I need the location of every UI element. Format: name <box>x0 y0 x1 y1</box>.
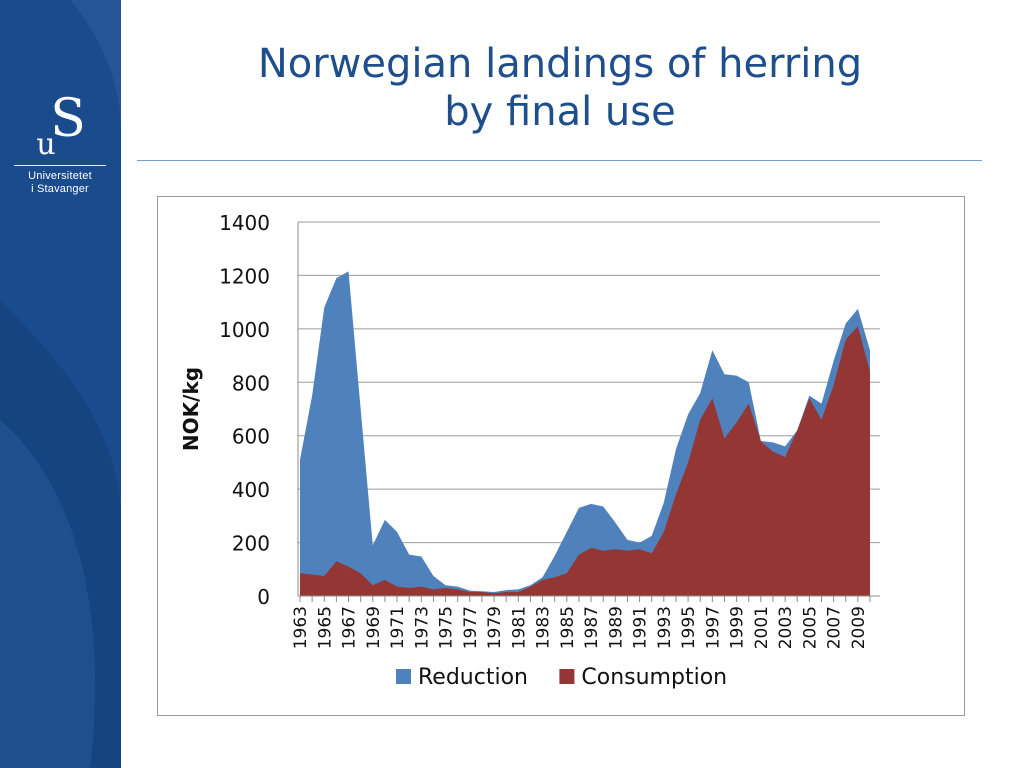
slide-title: Norwegian landings of herring by final u… <box>140 40 980 136</box>
x-tick-label: 1967 <box>340 606 360 649</box>
y-tick-label: 0 <box>257 585 270 609</box>
x-tick-label: 1997 <box>703 606 723 649</box>
x-tick-label: 1977 <box>461 606 481 649</box>
x-tick-label: 1971 <box>388 606 408 649</box>
legend-label: Reduction <box>418 665 528 690</box>
y-tick-label: 1000 <box>219 318 270 342</box>
x-tick-label: 1995 <box>679 606 699 649</box>
x-tick-label: 2003 <box>776 606 796 649</box>
x-tick-label: 2005 <box>800 606 820 649</box>
y-tick-label: 1200 <box>219 264 270 288</box>
x-tick-label: 2009 <box>849 606 869 649</box>
x-tick-label: 1991 <box>631 606 651 649</box>
slide-title-line1: Norwegian landings of herring <box>257 41 863 87</box>
x-tick-label: 1981 <box>509 606 529 649</box>
y-tick-label: 400 <box>232 478 270 502</box>
sidebar-band: S u Universitetet i Stavanger <box>0 0 121 768</box>
x-tick-label: 1989 <box>606 606 626 649</box>
x-tick-label: 2007 <box>825 606 845 649</box>
x-tick-label: 1963 <box>291 606 311 649</box>
legend-swatch <box>396 669 411 684</box>
logo-name-line1: Universitetet <box>28 170 92 182</box>
x-tick-label: 2001 <box>752 606 772 649</box>
x-tick-label: 1999 <box>728 606 748 649</box>
area-chart: 0 200 400 600 800 1000 1200 1400 1963 1965 1967 196… <box>179 211 880 690</box>
x-tick-label: 1965 <box>315 606 335 649</box>
x-tick-label: 1975 <box>437 606 457 649</box>
svg-text:S: S <box>50 89 86 149</box>
university-logo: S u Universitetet i Stavanger <box>8 88 112 196</box>
x-tick-label: 1969 <box>364 606 384 649</box>
title-underline <box>137 160 982 161</box>
legend-swatch <box>559 669 575 684</box>
logo-name-line2: i Stavanger <box>31 183 89 195</box>
svg-text:u: u <box>36 127 55 158</box>
x-tick-label: 1993 <box>655 606 675 649</box>
chart-frame: 0 200 400 600 800 1000 1200 1400 1963 1965 1967 196… <box>157 196 965 716</box>
sidebar-wave-decoration <box>0 0 121 768</box>
uis-logo-mark-icon: S u <box>36 89 86 162</box>
y-tick-label: 800 <box>232 371 270 395</box>
slide-title-line2: by final use <box>444 89 676 135</box>
x-tick-label: 1983 <box>534 606 554 649</box>
x-tick-label: 1979 <box>485 606 505 649</box>
legend-label: Consumption <box>581 665 727 690</box>
y-axis-label: NOK/kg <box>179 367 203 451</box>
x-tick-label: 1985 <box>558 606 578 649</box>
x-tick-label: 1973 <box>412 606 432 649</box>
y-tick-label: 1400 <box>219 211 270 235</box>
y-tick-label: 200 <box>232 532 270 556</box>
x-tick-label: 1987 <box>582 606 602 649</box>
y-tick-label: 600 <box>232 425 270 449</box>
logo-divider <box>14 165 106 166</box>
series-area-consumption <box>300 326 870 596</box>
